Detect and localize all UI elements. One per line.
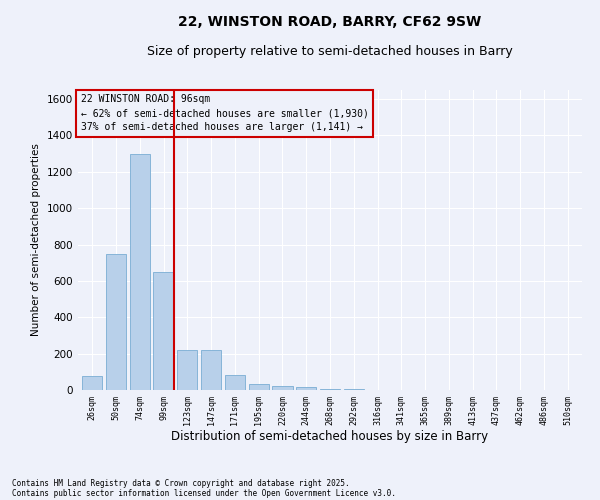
Bar xyxy=(272,386,293,390)
Y-axis label: Number of semi-detached properties: Number of semi-detached properties xyxy=(31,144,41,336)
Text: Contains HM Land Registry data © Crown copyright and database right 2025.: Contains HM Land Registry data © Crown c… xyxy=(12,478,350,488)
Bar xyxy=(201,350,221,390)
Bar xyxy=(225,376,245,390)
Bar xyxy=(248,384,269,390)
Bar xyxy=(154,272,173,390)
Bar xyxy=(106,254,126,390)
Bar xyxy=(82,376,103,390)
Bar xyxy=(130,154,150,390)
Text: Contains public sector information licensed under the Open Government Licence v3: Contains public sector information licen… xyxy=(12,488,396,498)
X-axis label: Distribution of semi-detached houses by size in Barry: Distribution of semi-detached houses by … xyxy=(172,430,488,444)
Text: Size of property relative to semi-detached houses in Barry: Size of property relative to semi-detach… xyxy=(147,45,513,58)
Text: 22, WINSTON ROAD, BARRY, CF62 9SW: 22, WINSTON ROAD, BARRY, CF62 9SW xyxy=(178,15,482,29)
Bar xyxy=(296,388,316,390)
Text: 22 WINSTON ROAD: 96sqm
← 62% of semi-detached houses are smaller (1,930)
37% of : 22 WINSTON ROAD: 96sqm ← 62% of semi-det… xyxy=(80,94,368,132)
Bar xyxy=(177,350,197,390)
Bar xyxy=(320,388,340,390)
